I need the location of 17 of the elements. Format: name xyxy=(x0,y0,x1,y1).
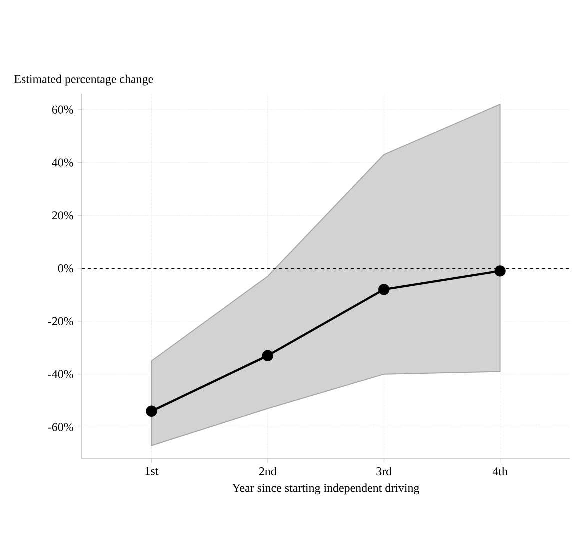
y-axis-title: Estimated percentage change xyxy=(14,74,154,86)
y-tick-label: 0% xyxy=(58,264,74,273)
point xyxy=(378,284,390,296)
y-tick-label: 40% xyxy=(52,158,74,167)
x-axis-title: Year since starting independent driving xyxy=(232,484,420,495)
y-tick-label: -60% xyxy=(48,423,74,432)
y-tick-label: 20% xyxy=(52,212,74,220)
y-tick-label: -20% xyxy=(48,317,74,326)
x-tick-label: 2nd xyxy=(259,467,277,476)
x-tick-label: 3rd xyxy=(376,467,392,476)
y-tick-label: 60% xyxy=(52,106,74,114)
point xyxy=(146,406,158,417)
y-tick-label: -40% xyxy=(48,370,74,378)
x-tick-label: 1st xyxy=(146,467,159,476)
point xyxy=(262,350,274,362)
x-tick-label: 4th xyxy=(492,467,508,476)
point xyxy=(494,266,506,277)
